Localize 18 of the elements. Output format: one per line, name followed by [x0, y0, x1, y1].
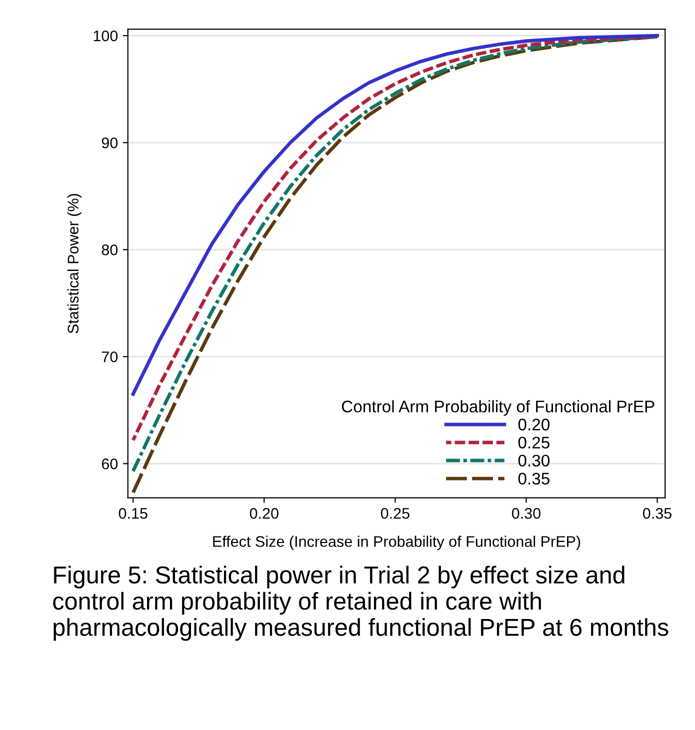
x-tick-label: 0.35 — [642, 508, 672, 519]
legend-label: 0.30 — [518, 454, 550, 467]
legend-title: Control Arm Probability of Functional PrEP — [342, 400, 654, 416]
x-tick-label: 0.20 — [250, 508, 278, 519]
y-tick-label: 80 — [102, 244, 118, 256]
x-tick-label: 0.30 — [512, 508, 540, 519]
y-tick-label: 100 — [94, 30, 118, 42]
caption: Figure 5: Statistical power in Trial 2 by effect size and control arm probability of retained in care with pharmacologically measured functional PrEP at 6 months — [53, 566, 668, 641]
y-tick-label: 90 — [102, 137, 118, 148]
x-tick-label: 0.25 — [380, 508, 410, 519]
x-axis-title: Effect Size (Increase in Probability of Functional PrEP) — [213, 536, 580, 550]
legend-label: 0.35 — [518, 472, 550, 485]
y-tick-label: 60 — [102, 458, 118, 470]
y-axis-title: Statistical Power (%) — [67, 194, 82, 334]
x-tick-label: 0.15 — [118, 508, 148, 519]
legend-label: 0.25 — [518, 436, 550, 448]
y-tick-label: 70 — [102, 351, 118, 362]
legend-label: 0.20 — [518, 418, 550, 430]
